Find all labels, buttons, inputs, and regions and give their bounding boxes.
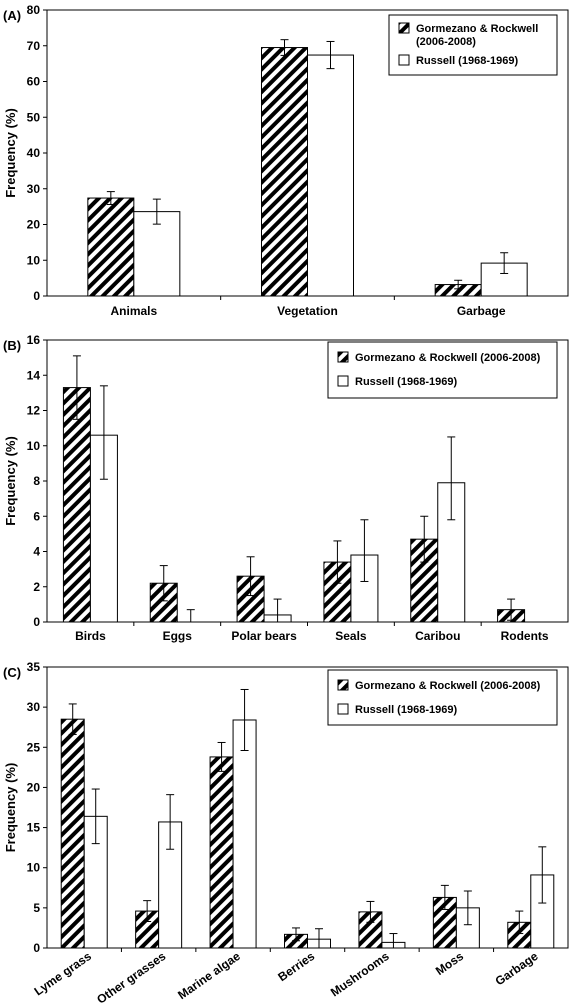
bar-gormezano-0 — [62, 387, 91, 623]
bar-gormezano-1 — [261, 47, 308, 297]
legend-swatch-hatched — [337, 679, 349, 691]
x-category-label: Mushrooms — [328, 949, 392, 1000]
y-tick-label: 15 — [27, 821, 41, 835]
y-axis-title: Frequency (%) — [3, 763, 18, 853]
y-tick-label: 14 — [27, 368, 41, 382]
bar-gormezano-0 — [87, 197, 135, 297]
bar-russell-0 — [133, 211, 181, 297]
x-category-label: Birds — [75, 629, 106, 643]
chart-panel-2: (B) 0 2 4 6 8 10 12 14 16 Frequency (%) Birds Eggs Po… — [3, 333, 569, 643]
x-category-label: Garbage — [493, 949, 541, 989]
x-category-label: Garbage — [457, 304, 506, 318]
legend-swatch-hatched — [398, 22, 410, 34]
legend-label: Russell (1968-1969) — [355, 704, 457, 716]
y-tick-label: 25 — [27, 740, 41, 754]
y-tick-label: 0 — [33, 615, 40, 629]
y-tick-label: 16 — [27, 333, 41, 347]
bar-gormezano-0 — [60, 718, 85, 949]
y-tick-label: 2 — [33, 580, 40, 594]
x-category-label: Vegetation — [277, 304, 338, 318]
legend-label: Gormezano & Rockwell (2006-2008) — [355, 352, 541, 364]
y-tick-label: 12 — [27, 404, 41, 418]
panel-label: (A) — [3, 8, 21, 23]
y-tick-label: 5 — [33, 901, 40, 915]
legend: Gormezano & Rockwell(2006-2008) Russell (… — [388, 14, 558, 76]
legend-swatch-open — [398, 54, 410, 66]
y-tick-label: 30 — [27, 700, 41, 714]
y-tick-label: 10 — [27, 861, 41, 875]
x-category-label: Moss — [433, 949, 466, 978]
y-tick-label: 0 — [33, 289, 40, 303]
y-tick-label: 60 — [27, 75, 41, 89]
x-category-label: Eggs — [163, 629, 193, 643]
y-tick-label: 10 — [27, 253, 41, 267]
x-category-label: Animals — [110, 304, 157, 318]
y-axis-title: Frequency (%) — [3, 436, 18, 526]
x-category-label: Rodents — [501, 629, 549, 643]
x-category-label: Seals — [335, 629, 367, 643]
x-category-label: Polar bears — [231, 629, 297, 643]
legend: Gormezano & Rockwell (2006-2008) Russell … — [327, 341, 558, 399]
legend-label: Gormezano & Rockwell (2006-2008) — [355, 680, 541, 692]
y-tick-label: 20 — [27, 780, 41, 794]
legend-label: Gormezano & Rockwell — [416, 23, 538, 35]
x-category-label: Marine algae — [175, 949, 243, 1002]
legend-swatch-open — [337, 703, 349, 715]
legend-box — [327, 669, 558, 726]
y-tick-label: 6 — [33, 509, 40, 523]
y-tick-label: 4 — [33, 545, 40, 559]
chart-panel-1: (A) 0 10 20 30 40 50 60 70 80 Frequency (%) Animals… — [3, 3, 569, 318]
x-category-label: Other grasses — [94, 949, 168, 1003]
y-tick-label: 30 — [27, 182, 41, 196]
legend-label: Russell (1968-1969) — [416, 55, 518, 67]
legend-swatch-open — [337, 375, 349, 387]
x-category-label: Lyme grass — [32, 949, 95, 999]
x-category-label: Caribou — [415, 629, 460, 643]
y-tick-label: 20 — [27, 218, 41, 232]
y-tick-label: 35 — [27, 660, 41, 674]
bar-russell-1 — [307, 54, 354, 297]
chart-panel-3: (C) 0 5 10 15 20 25 30 35 Frequency (%) Lyme grass… — [3, 660, 569, 1003]
y-tick-label: 10 — [27, 439, 41, 453]
y-tick-label: 0 — [33, 941, 40, 955]
y-tick-label: 8 — [33, 474, 40, 488]
y-tick-label: 50 — [27, 110, 41, 124]
legend-label: (2006-2008) — [416, 36, 476, 48]
legend: Gormezano & Rockwell (2006-2008) Russell … — [327, 669, 558, 726]
legend-box — [327, 341, 558, 399]
y-tick-label: 70 — [27, 39, 41, 53]
panel-label: (B) — [3, 338, 21, 353]
y-tick-label: 80 — [27, 3, 41, 17]
panel-label: (C) — [3, 665, 21, 680]
x-category-label: Berries — [275, 949, 317, 984]
legend-swatch-hatched — [337, 351, 349, 363]
y-axis-title: Frequency (%) — [3, 108, 18, 198]
bar-gormezano-2 — [209, 756, 234, 949]
legend-box — [388, 14, 558, 76]
y-tick-label: 40 — [27, 146, 41, 160]
bar-russell-2 — [232, 719, 257, 949]
legend-label: Russell (1968-1969) — [355, 376, 457, 388]
